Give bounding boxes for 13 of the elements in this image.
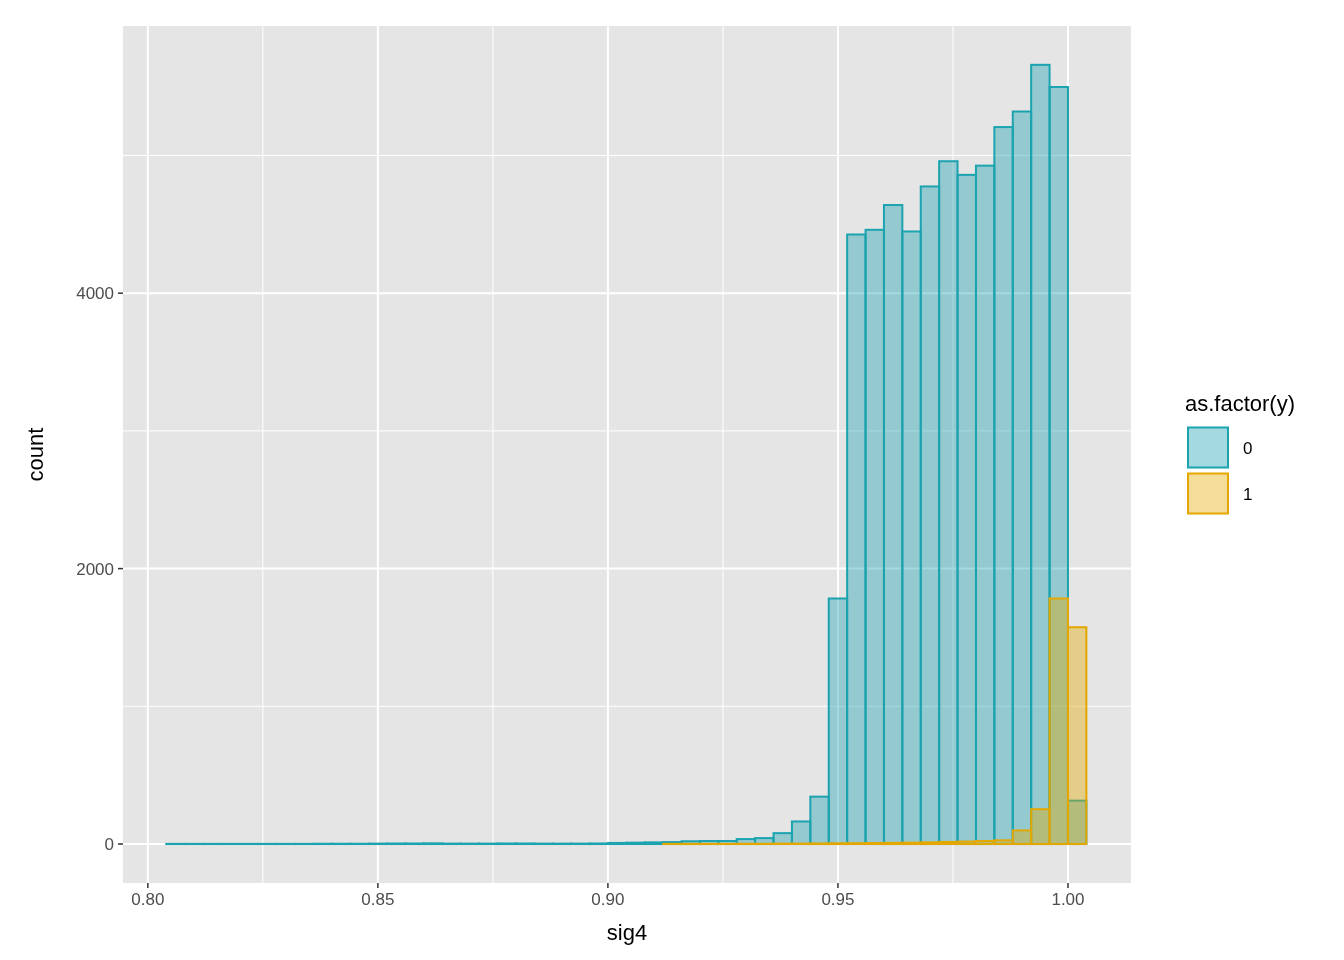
x-tick-label: 0.80	[131, 890, 165, 909]
x-tick-label: 1.00	[1051, 890, 1085, 909]
y-tick-label: 2000	[76, 559, 114, 579]
x-axis-title: sig4	[606, 920, 648, 945]
x-tick-label: 0.95	[821, 890, 855, 909]
x-tick-label: 0.90	[591, 890, 625, 909]
y-axis-title: count	[23, 427, 48, 482]
legend-title: as.factor(y)	[1185, 390, 1296, 416]
y-tick-label: 4000	[76, 284, 114, 304]
legend-label: 0	[1243, 439, 1253, 459]
legend-label: 1	[1243, 485, 1253, 505]
x-tick-label: 0.85	[361, 890, 395, 909]
y-tick-label: 0	[104, 834, 114, 854]
